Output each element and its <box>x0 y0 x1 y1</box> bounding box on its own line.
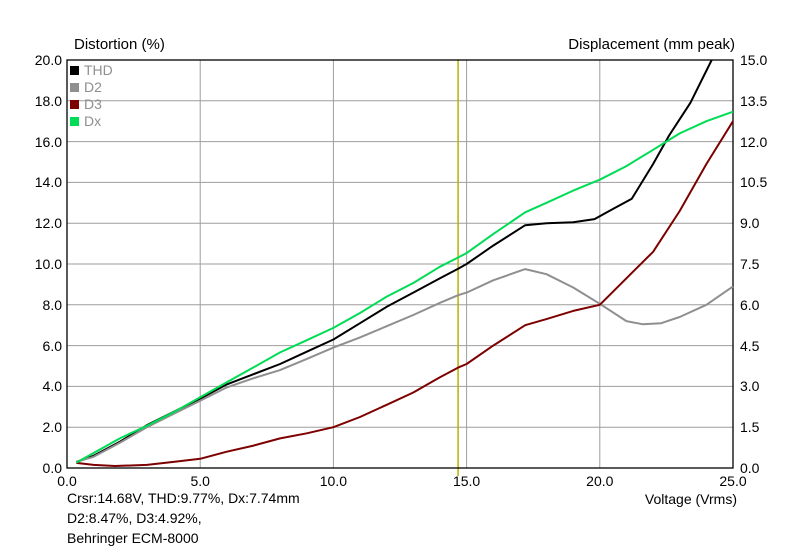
y-left-tick-label: 4.0 <box>42 378 62 395</box>
x-tick-label: 0.0 <box>57 473 77 489</box>
legend-label: THD <box>84 62 113 78</box>
y-right-tick-label: 3.0 <box>740 378 760 395</box>
y-right-tick-label: 0.0 <box>740 460 760 476</box>
cursor-readout-text-2: D2:8.47%, D3:4.92%, <box>67 510 202 526</box>
y-left-tick-label: 20.0 <box>34 52 62 68</box>
x-axis-title: Voltage (Vrms) <box>644 491 737 507</box>
x-tick-label: 15.0 <box>452 473 481 489</box>
thd-swatch-icon <box>70 66 79 75</box>
y-left-tick-label: 18.0 <box>34 92 62 109</box>
y-left-tick-label: 14.0 <box>34 174 62 191</box>
y-right-tick-label: 13.5 <box>740 92 768 109</box>
legend-label: D2 <box>84 79 102 95</box>
legend-item-dx: Dx <box>70 113 113 130</box>
legend-label: D3 <box>84 96 102 112</box>
legend: THD D2 D3 Dx <box>70 62 113 130</box>
x-tick-label: 25.0 <box>719 473 747 489</box>
y-right-tick-label: 10.5 <box>740 174 768 191</box>
y-right-tick-label: 12.0 <box>740 133 768 150</box>
y-right-tick-label: 9.0 <box>740 215 760 232</box>
plot-frame <box>66 59 734 469</box>
x-tick-label: 20.0 <box>586 473 614 489</box>
y-left-tick-label: 12.0 <box>34 215 62 232</box>
cursor-readout-text: Crsr:14.68V, THD:9.77%, Dx:7.74mm <box>67 490 300 506</box>
x-tick-label: 10.0 <box>319 473 348 489</box>
y-right-tick-label: 15.0 <box>740 52 768 68</box>
series-Dx <box>75 110 734 464</box>
y-right-tick-label: 4.5 <box>740 337 760 354</box>
right-axis-title: Displacement (mm peak) <box>568 36 735 53</box>
y-left-tick-label: 2.0 <box>42 419 62 436</box>
y-right-tick-label: 6.0 <box>740 296 760 313</box>
y-right-tick-label: 1.5 <box>740 419 760 436</box>
d3-swatch-icon <box>70 100 79 109</box>
x-tick-label: 5.0 <box>190 473 210 489</box>
legend-item-d3: D3 <box>70 96 113 113</box>
y-right-tick-label: 7.5 <box>740 256 760 272</box>
series-D3 <box>76 120 734 467</box>
d2-swatch-icon <box>70 83 79 92</box>
left-axis-title: Distortion (%) <box>74 36 165 53</box>
legend-label: Dx <box>84 113 102 129</box>
y-left-tick-label: 16.0 <box>34 133 62 150</box>
y-left-tick-label: 6.0 <box>42 337 62 354</box>
device-name-text: Behringer ECM-8000 <box>67 530 199 546</box>
series-D2 <box>76 268 734 463</box>
y-left-tick-label: 8.0 <box>42 296 62 313</box>
legend-item-thd: THD <box>70 62 113 79</box>
y-left-tick-label: 10.0 <box>34 256 62 272</box>
legend-item-d2: D2 <box>70 79 113 96</box>
dx-swatch-icon <box>70 117 79 126</box>
y-left-tick-label: 0.0 <box>42 460 62 476</box>
